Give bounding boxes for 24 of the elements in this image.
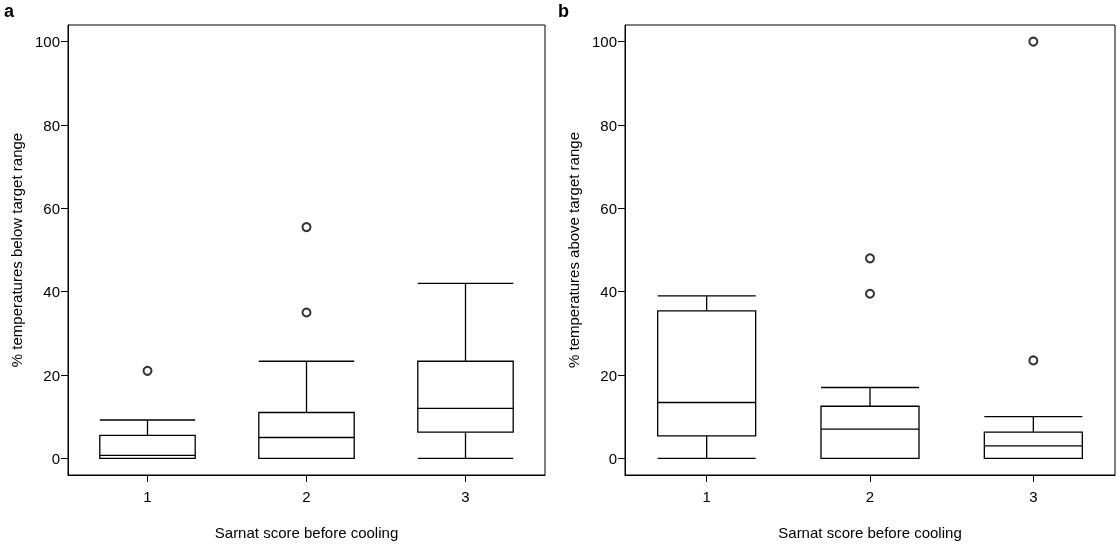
y-tick-label: 20 [600, 366, 617, 384]
x-tick-label: 3 [1029, 488, 1038, 505]
x-tick-label: 3 [461, 488, 470, 505]
y-tick-label: 20 [43, 366, 60, 384]
x-axis-title: Sarnat score before cooling [214, 524, 399, 541]
x-tick-label: 2 [302, 488, 311, 505]
y-tick-label: 60 [43, 199, 60, 217]
y-tick-label: 40 [600, 283, 617, 301]
text: b [558, 1, 569, 21]
x-tick-label: 2 [865, 488, 875, 505]
y-tick-label: 0 [51, 449, 60, 467]
y-tick-label: 60 [600, 199, 617, 217]
y-tick-label: 80 [600, 116, 617, 134]
y-tick-label: 0 [608, 449, 617, 467]
y-axis-title: % temperatures above target range [565, 132, 582, 368]
x-tick-label: 1 [702, 488, 711, 505]
y-tick-label: 80 [43, 116, 60, 134]
x-tick-label: 1 [143, 488, 152, 505]
x-axis-title: Sarnat score before cooling [778, 524, 962, 541]
y-tick-label: 100 [591, 33, 617, 51]
y-tick-label: 40 [43, 283, 60, 301]
text: a [4, 1, 15, 21]
y-tick-label: 100 [34, 33, 60, 51]
y-axis-title: % temperatures below target range [8, 132, 25, 368]
